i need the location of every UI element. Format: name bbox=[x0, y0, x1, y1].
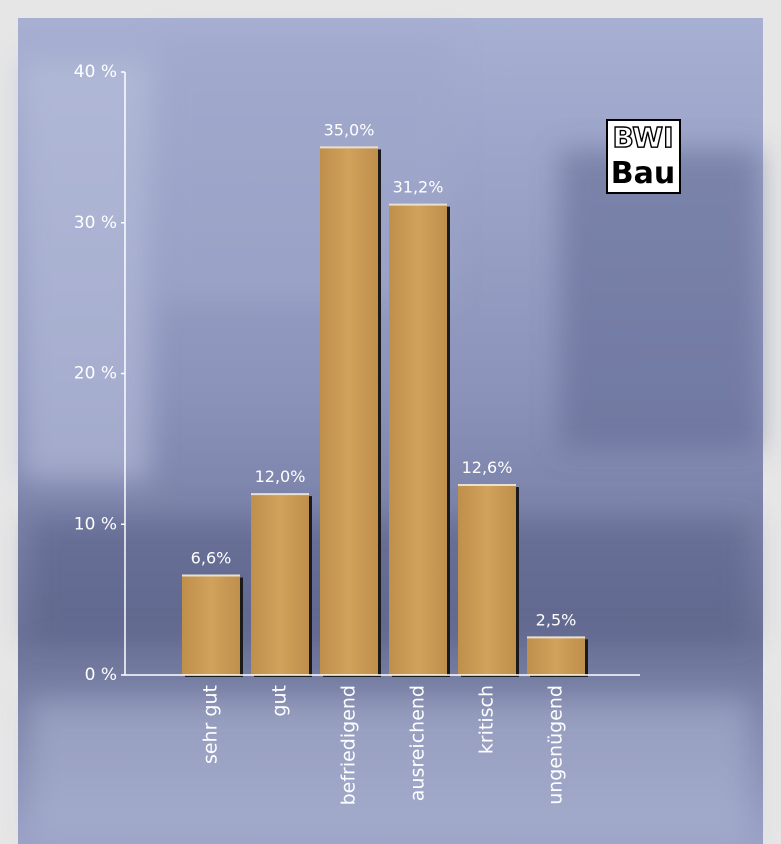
bar-sheen bbox=[527, 637, 585, 675]
x-tick-label: sehr gut bbox=[200, 685, 222, 764]
x-tick-label: befriedigend bbox=[338, 685, 360, 805]
value-label: 31,2% bbox=[393, 178, 444, 197]
bar-sheen bbox=[320, 147, 378, 675]
y-tick-label: 20 % bbox=[74, 364, 117, 384]
y-tick-label: 30 % bbox=[74, 213, 117, 233]
y-tick-label: 40 % bbox=[74, 62, 117, 82]
bar-sheen bbox=[458, 485, 516, 675]
logo: BWI Bau bbox=[606, 119, 681, 194]
x-tick-label: ausreichend bbox=[407, 685, 429, 801]
x-tick-label: kritisch bbox=[476, 685, 498, 754]
logo-text: Bau bbox=[611, 156, 675, 191]
bar-sheen bbox=[251, 494, 309, 675]
y-tick-label: 0 % bbox=[85, 665, 117, 685]
logo-text: BWI bbox=[612, 121, 673, 154]
value-label: 6,6% bbox=[191, 549, 232, 568]
logo-box bbox=[606, 119, 681, 194]
value-label: 35,0% bbox=[324, 120, 375, 139]
bar-sheen bbox=[389, 204, 447, 675]
x-tick-label: gut bbox=[269, 685, 291, 717]
value-label: 2,5% bbox=[536, 610, 577, 629]
bar-sheen bbox=[182, 575, 240, 675]
y-tick-label: 10 % bbox=[74, 514, 117, 534]
x-tick-label: ungenügend bbox=[545, 685, 567, 805]
value-label: 12,0% bbox=[255, 467, 306, 486]
value-label: 12,6% bbox=[462, 458, 513, 477]
